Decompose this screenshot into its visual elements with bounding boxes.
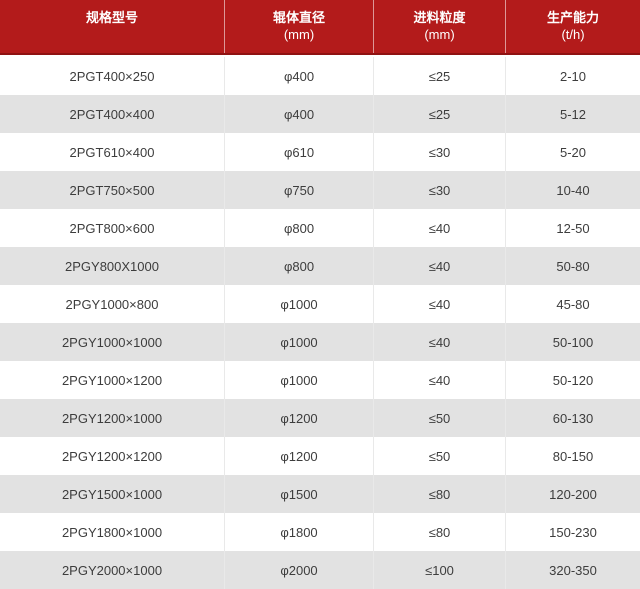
cell-feed-size: ≤40 — [373, 323, 505, 361]
cell-model: 2PGT750×500 — [69, 182, 155, 198]
cell-capacity: 12-50 — [505, 209, 640, 247]
header-unit: (mm) — [283, 27, 315, 42]
header-unit: (mm) — [424, 27, 455, 42]
table-header-row: 规格型号 辊体直径 (mm) 进料粒度 (mm) 生产能力 (t/h) — [0, 0, 640, 55]
cell-capacity: 5-20 — [505, 133, 640, 171]
cell-feed-size: ≤80 — [373, 475, 505, 513]
cell-feed-size: ≤40 — [373, 361, 505, 399]
cell-roller-diameter: φ1800 — [224, 513, 373, 551]
cell-model: 2PGT400×250 — [69, 68, 155, 84]
cell-model: 2PGT610×400 — [69, 144, 155, 160]
table-row: 2PGT400×400 φ400 ≤25 5-12 — [0, 95, 640, 133]
cell-model: 2PGY1000×1200 — [61, 372, 163, 388]
cell-roller-diameter: φ1500 — [224, 475, 373, 513]
cell-model: 2PGY1200×1200 — [61, 448, 163, 464]
cell-feed-size: ≤80 — [373, 513, 505, 551]
cell-roller-diameter: φ1200 — [224, 437, 373, 475]
table-body: 2PGT400×250 φ400 ≤25 2-10 2PGT400×400 φ4… — [0, 57, 640, 589]
cell-capacity: 45-80 — [505, 285, 640, 323]
header-unit: (t/h) — [561, 27, 585, 42]
table-row: 2PGY1000×1200 φ1000 ≤40 50-120 — [0, 361, 640, 399]
header-title: 规格型号 — [85, 10, 138, 25]
cell-feed-size: ≤40 — [373, 285, 505, 323]
cell-feed-size: ≤25 — [373, 57, 505, 95]
table-row: 2PGT400×250 φ400 ≤25 2-10 — [0, 57, 640, 95]
cell-roller-diameter: φ400 — [224, 95, 373, 133]
table-row: 2PGY1200×1000 φ1200 ≤50 60-130 — [0, 399, 640, 437]
cell-capacity: 5-12 — [505, 95, 640, 133]
header-cell-roller-diameter: 辊体直径 (mm) — [224, 0, 373, 53]
cell-roller-diameter: φ800 — [224, 209, 373, 247]
cell-feed-size: ≤30 — [373, 133, 505, 171]
cell-capacity: 2-10 — [505, 57, 640, 95]
cell-feed-size: ≤40 — [373, 247, 505, 285]
header-title: 生产能力 — [546, 10, 599, 25]
table-row: 2PGY1000×1000 φ1000 ≤40 50-100 — [0, 323, 640, 361]
cell-capacity: 320-350 — [505, 551, 640, 589]
cell-model: 2PGY1000×1000 — [61, 334, 163, 350]
table-row: 2PGY2000×1000 φ2000 ≤100 320-350 — [0, 551, 640, 589]
cell-roller-diameter: φ1000 — [224, 285, 373, 323]
header-cell-model: 规格型号 — [0, 0, 224, 53]
cell-capacity: 10-40 — [505, 171, 640, 209]
header-title: 进料粒度 — [413, 10, 466, 25]
cell-feed-size: ≤25 — [373, 95, 505, 133]
cell-roller-diameter: φ1000 — [224, 323, 373, 361]
cell-capacity: 60-130 — [505, 399, 640, 437]
cell-roller-diameter: φ400 — [224, 57, 373, 95]
cell-model: 2PGY2000×1000 — [61, 562, 163, 578]
cell-feed-size: ≤30 — [373, 171, 505, 209]
cell-roller-diameter: φ750 — [224, 171, 373, 209]
cell-model: 2PGY1800×1000 — [61, 524, 163, 540]
table-row: 2PGY1000×800 φ1000 ≤40 45-80 — [0, 285, 640, 323]
table-row: 2PGY800X1000 φ800 ≤40 50-80 — [0, 247, 640, 285]
table-row: 2PGY1800×1000 φ1800 ≤80 150-230 — [0, 513, 640, 551]
cell-capacity: 120-200 — [505, 475, 640, 513]
cell-capacity: 50-100 — [505, 323, 640, 361]
header-title: 辊体直径 — [272, 10, 325, 25]
table-row: 2PGT610×400 φ610 ≤30 5-20 — [0, 133, 640, 171]
table-row: 2PGY1500×1000 φ1500 ≤80 120-200 — [0, 475, 640, 513]
cell-model: 2PGT400×400 — [69, 106, 155, 122]
cell-model: 2PGT800×600 — [69, 220, 155, 236]
cell-model: 2PGY800X1000 — [65, 258, 159, 274]
cell-model: 2PGY1000×800 — [65, 296, 159, 312]
cell-capacity: 80-150 — [505, 437, 640, 475]
table-row: 2PGT800×600 φ800 ≤40 12-50 — [0, 209, 640, 247]
cell-capacity: 150-230 — [505, 513, 640, 551]
cell-roller-diameter: φ2000 — [224, 551, 373, 589]
cell-roller-diameter: φ1200 — [224, 399, 373, 437]
cell-model: 2PGY1200×1000 — [61, 410, 163, 426]
cell-capacity: 50-120 — [505, 361, 640, 399]
cell-feed-size: ≤40 — [373, 209, 505, 247]
cell-roller-diameter: φ1000 — [224, 361, 373, 399]
cell-feed-size: ≤50 — [373, 399, 505, 437]
cell-feed-size: ≤50 — [373, 437, 505, 475]
cell-model: 2PGY1500×1000 — [61, 486, 163, 502]
cell-roller-diameter: φ800 — [224, 247, 373, 285]
table-row: 2PGY1200×1200 φ1200 ≤50 80-150 — [0, 437, 640, 475]
cell-roller-diameter: φ610 — [224, 133, 373, 171]
header-cell-capacity: 生产能力 (t/h) — [505, 0, 640, 53]
header-cell-feed-size: 进料粒度 (mm) — [373, 0, 505, 53]
cell-capacity: 50-80 — [505, 247, 640, 285]
cell-feed-size: ≤100 — [373, 551, 505, 589]
table-row: 2PGT750×500 φ750 ≤30 10-40 — [0, 171, 640, 209]
